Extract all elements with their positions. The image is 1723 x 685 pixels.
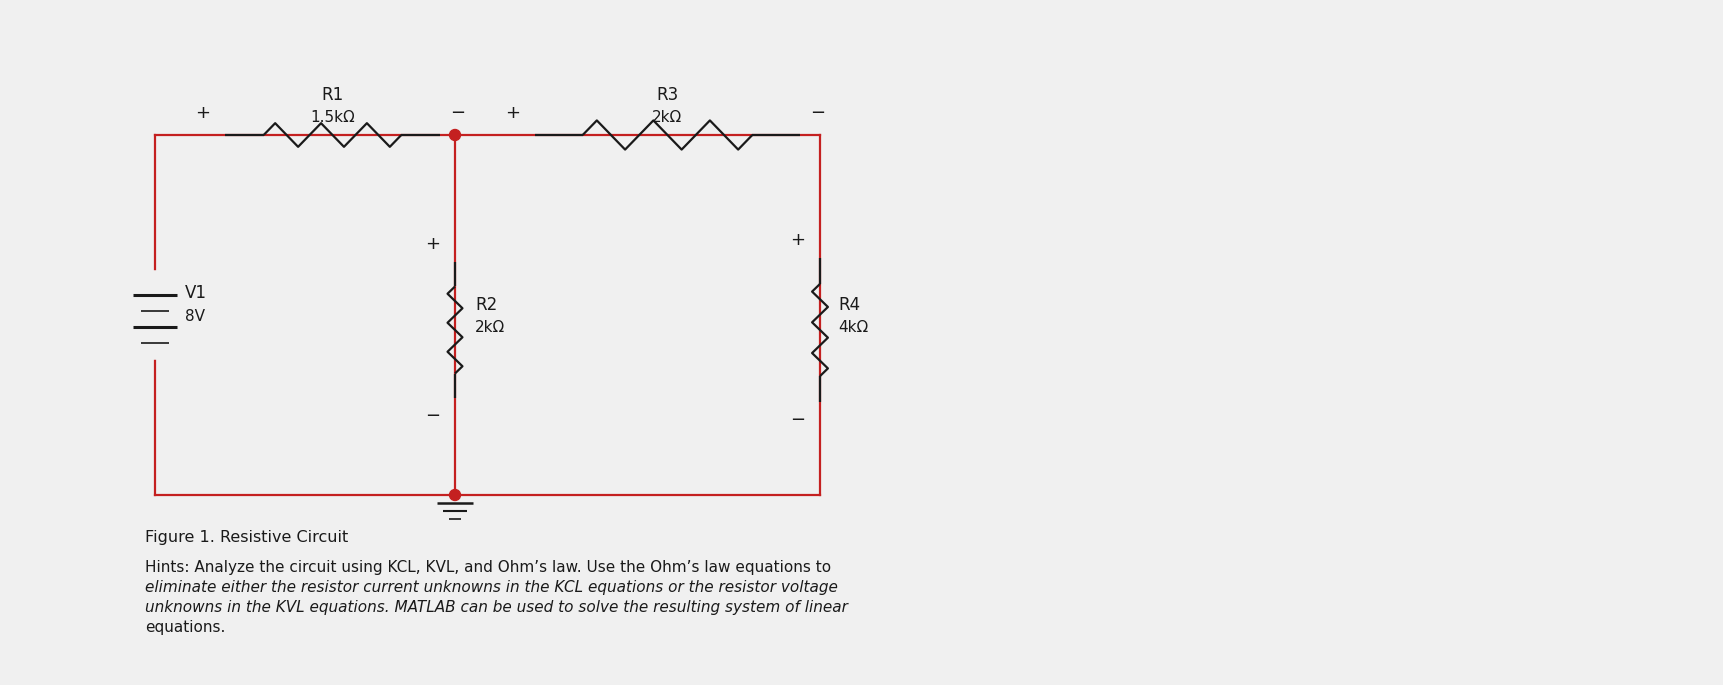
Text: equations.: equations. xyxy=(145,620,226,635)
Circle shape xyxy=(450,490,460,501)
Text: 1.5kΩ: 1.5kΩ xyxy=(310,110,355,125)
Text: R1: R1 xyxy=(320,86,343,104)
Text: eliminate either the resistor current unknowns in the KCL equations or the resis: eliminate either the resistor current un… xyxy=(145,580,837,595)
Text: 2kΩ: 2kΩ xyxy=(476,321,505,336)
Text: 8V: 8V xyxy=(184,310,205,325)
Circle shape xyxy=(450,129,460,140)
Text: −: − xyxy=(810,104,825,122)
Text: Hints: Analyze the circuit using KCL, KVL, and Ohm’s law. Use the Ohm’s law equa: Hints: Analyze the circuit using KCL, KV… xyxy=(145,560,830,575)
Text: unknowns in the KVL equations. MATLAB can be used to solve the resulting system : unknowns in the KVL equations. MATLAB ca… xyxy=(145,600,848,615)
Text: +: + xyxy=(791,231,805,249)
Text: +: + xyxy=(426,235,441,253)
Text: −: − xyxy=(450,104,465,122)
Text: −: − xyxy=(789,411,805,429)
Text: 4kΩ: 4kΩ xyxy=(837,321,868,336)
Text: V1: V1 xyxy=(184,284,207,302)
Text: 2kΩ: 2kΩ xyxy=(651,110,682,125)
Text: +: + xyxy=(505,104,520,122)
Text: +: + xyxy=(195,104,210,122)
Text: R3: R3 xyxy=(656,86,679,104)
Text: R2: R2 xyxy=(476,296,496,314)
Text: R4: R4 xyxy=(837,296,860,314)
Text: −: − xyxy=(426,407,441,425)
Text: Figure 1. Resistive Circuit: Figure 1. Resistive Circuit xyxy=(145,530,348,545)
